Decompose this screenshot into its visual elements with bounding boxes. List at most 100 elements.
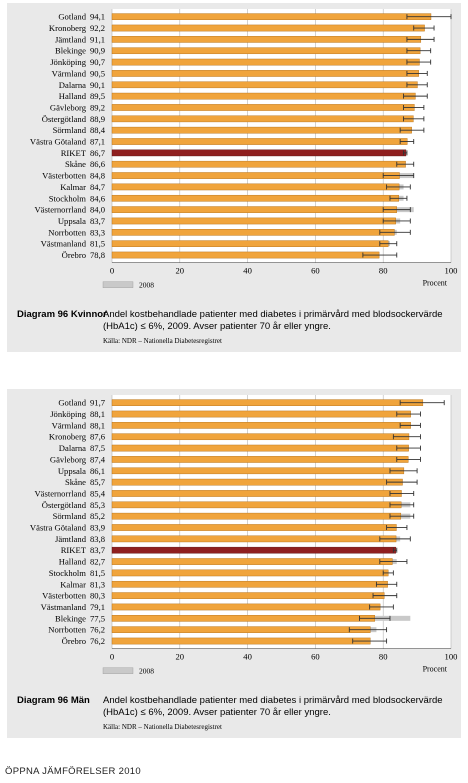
value-bar bbox=[111, 229, 395, 236]
value-bar bbox=[111, 47, 421, 55]
value-label: 81,5 bbox=[90, 239, 105, 249]
value-label: 86,7 bbox=[90, 148, 106, 158]
value-label: 78,8 bbox=[90, 250, 105, 260]
category-label: Norrbotten bbox=[48, 227, 86, 237]
value-bar bbox=[111, 160, 406, 168]
value-bar bbox=[111, 410, 411, 418]
diagram-source: Källa: NDR – Nationella Diabetesregistre… bbox=[103, 723, 222, 731]
category-label: Gävleborg bbox=[50, 454, 87, 464]
value-label: 85,7 bbox=[90, 477, 106, 487]
x-axis-label: Procent bbox=[423, 665, 448, 674]
legend-label: 2008 bbox=[139, 281, 154, 290]
plot-area bbox=[112, 9, 451, 263]
category-label: Värmland bbox=[52, 420, 87, 430]
value-label: 90,7 bbox=[90, 57, 106, 67]
category-label: Västerbotten bbox=[42, 591, 87, 601]
category-label: Gotland bbox=[58, 398, 86, 408]
category-label: Uppsala bbox=[58, 216, 86, 226]
tick-label: 40 bbox=[243, 652, 252, 662]
value-label: 91,1 bbox=[90, 34, 105, 44]
category-label: Östergötland bbox=[42, 114, 87, 124]
value-bar bbox=[111, 115, 414, 123]
tick-label: 60 bbox=[311, 652, 320, 662]
value-bar bbox=[111, 126, 412, 134]
legend-swatch bbox=[102, 281, 134, 288]
value-bar bbox=[111, 433, 410, 441]
category-label: Skåne bbox=[65, 159, 86, 169]
category-label: Kalmar bbox=[60, 182, 86, 192]
value-label: 83,7 bbox=[90, 545, 106, 555]
value-bar bbox=[111, 524, 397, 531]
value-bar bbox=[111, 149, 407, 157]
category-label: Jämtland bbox=[55, 534, 87, 544]
diagram-source: Källa: NDR – Nationella Diabetesregistre… bbox=[103, 337, 222, 345]
value-label: 88,1 bbox=[90, 420, 105, 430]
tick-label: 100 bbox=[445, 652, 458, 662]
value-bar bbox=[111, 138, 408, 145]
category-label: Värmland bbox=[52, 68, 87, 78]
category-label: Blekinge bbox=[55, 46, 86, 56]
value-bar bbox=[111, 172, 400, 179]
category-label: Örebro bbox=[62, 250, 86, 260]
category-label: Dalarna bbox=[59, 80, 86, 90]
value-bar bbox=[111, 626, 371, 633]
value-bar bbox=[111, 251, 380, 259]
diagram-number: Diagram 96 Män bbox=[17, 695, 90, 706]
value-bar bbox=[111, 206, 397, 213]
value-label: 83,9 bbox=[90, 523, 105, 533]
category-label: Gotland bbox=[58, 12, 86, 22]
value-label: 85,4 bbox=[90, 488, 106, 498]
tick-label: 0 bbox=[110, 266, 114, 276]
value-label: 85,3 bbox=[90, 500, 105, 510]
value-bar bbox=[111, 569, 389, 577]
category-label: Kronoberg bbox=[49, 432, 87, 442]
value-label: 84,6 bbox=[90, 193, 106, 203]
tick-label: 80 bbox=[379, 652, 388, 662]
value-label: 92,2 bbox=[90, 23, 105, 33]
value-label: 81,5 bbox=[90, 568, 105, 578]
value-bar bbox=[111, 535, 397, 543]
page-footer: ÖPPNA JÄMFÖRELSER 2010 bbox=[5, 766, 141, 777]
category-label: Sörmland bbox=[53, 511, 87, 521]
tick-label: 20 bbox=[176, 652, 185, 662]
chart-panel-kvinnor: Gotland 94,1 Kronoberg 92,2 Jämtland 91,1 Blek… bbox=[7, 3, 461, 352]
value-bar bbox=[111, 24, 425, 32]
value-bar bbox=[111, 104, 415, 111]
value-bar bbox=[111, 512, 402, 520]
value-bar bbox=[111, 240, 389, 247]
diagram-title: Diagram 96 Män bbox=[17, 695, 90, 707]
value-label: 76,2 bbox=[90, 625, 105, 635]
value-label: 81,3 bbox=[90, 579, 105, 589]
diagram-number: Diagram 96 Kvinnor bbox=[17, 309, 107, 320]
value-label: 90,9 bbox=[90, 46, 105, 56]
value-bar bbox=[111, 444, 409, 452]
category-label: Gävleborg bbox=[50, 102, 87, 112]
value-label: 94,1 bbox=[90, 12, 105, 22]
value-label: 87,5 bbox=[90, 443, 105, 453]
value-label: 84,0 bbox=[90, 205, 105, 215]
value-label: 85,2 bbox=[90, 511, 105, 521]
category-label: Skåne bbox=[65, 477, 86, 487]
value-label: 86,6 bbox=[90, 159, 106, 169]
value-bar bbox=[111, 422, 411, 429]
value-bar bbox=[111, 58, 420, 66]
category-label: Västernorrland bbox=[34, 488, 86, 498]
value-bar bbox=[111, 580, 388, 588]
category-label: Uppsala bbox=[58, 466, 86, 476]
tick-label: 0 bbox=[110, 652, 114, 662]
value-label: 88,9 bbox=[90, 114, 105, 124]
value-bar bbox=[111, 92, 416, 100]
value-label: 90,5 bbox=[90, 68, 105, 78]
value-bar bbox=[111, 615, 375, 622]
x-axis-label: Procent bbox=[423, 279, 448, 288]
diagram-caption: Andel kostbehandlade patienter med diabe… bbox=[103, 309, 443, 332]
value-bar bbox=[111, 558, 393, 565]
value-label: 91,7 bbox=[90, 398, 106, 408]
value-bar bbox=[111, 399, 424, 406]
value-bar bbox=[111, 592, 385, 599]
value-label: 77,5 bbox=[90, 613, 105, 623]
value-bar bbox=[111, 70, 419, 77]
value-bar bbox=[111, 81, 418, 89]
value-bar bbox=[111, 501, 402, 509]
